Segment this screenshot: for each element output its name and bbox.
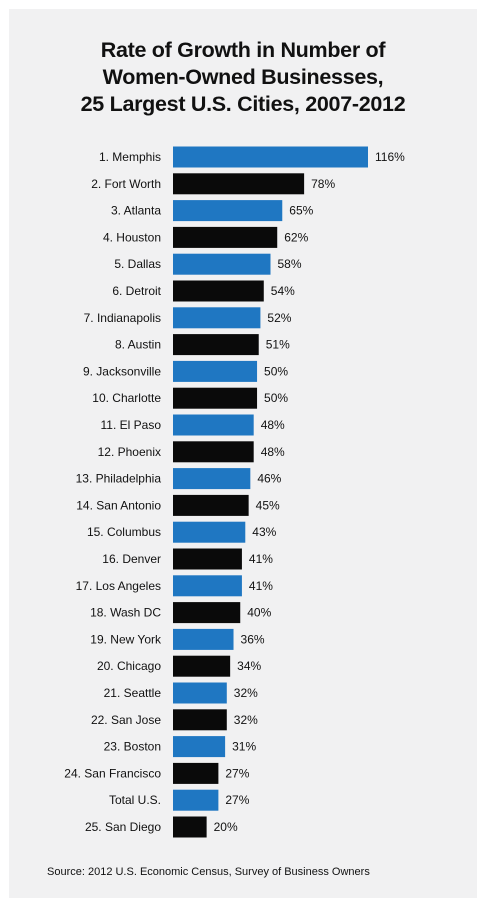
bar (173, 146, 368, 168)
category-label: 6. Detroit (112, 284, 161, 298)
bar (173, 816, 207, 838)
value-label: 41% (249, 552, 273, 566)
category-label: 7. Indianapolis (84, 311, 161, 325)
category-label: 15. Columbus (87, 525, 161, 539)
bar (173, 521, 246, 543)
category-label: 21. Seattle (104, 686, 162, 700)
category-label: 25. San Diego (85, 820, 161, 834)
chart-panel: Rate of Growth in Number of Women-Owned … (9, 9, 477, 898)
category-label: 8. Austin (115, 338, 161, 352)
value-label: 20% (214, 820, 238, 834)
value-label: 50% (264, 364, 288, 378)
bar (173, 253, 271, 275)
bar (173, 628, 234, 650)
bar (173, 762, 219, 784)
category-label: 23. Boston (104, 740, 161, 754)
value-label: 54% (271, 284, 295, 298)
category-label: 13. Philadelphia (76, 472, 162, 486)
category-label: 20. Chicago (97, 659, 161, 673)
bar (173, 575, 242, 597)
value-label: 40% (247, 606, 271, 620)
bar (173, 200, 283, 222)
bars-group: 1. Memphis 116% 2. Fort Worth 78% 3. Atlanta… (64, 146, 405, 838)
value-label: 51% (266, 338, 290, 352)
category-label: Total U.S. (109, 793, 161, 807)
value-label: 48% (261, 445, 285, 459)
value-label: 46% (257, 472, 281, 486)
category-label: 19. New York (90, 632, 162, 646)
bar (173, 602, 241, 624)
bar (173, 387, 258, 409)
value-label: 34% (237, 659, 261, 673)
category-label: 2. Fort Worth (91, 177, 161, 191)
value-label: 50% (264, 391, 288, 405)
value-label: 41% (249, 579, 273, 593)
value-label: 45% (256, 498, 280, 512)
value-label: 116% (375, 150, 405, 164)
bar (173, 173, 305, 195)
bar (173, 494, 249, 516)
value-label: 32% (234, 686, 258, 700)
chart-title-line-1: Rate of Growth in Number of (100, 38, 386, 62)
value-label: 65% (289, 204, 313, 218)
category-label: 10. Charlotte (92, 391, 161, 405)
category-label: 24. San Francisco (64, 766, 161, 780)
value-label: 52% (267, 311, 291, 325)
value-label: 36% (241, 632, 265, 646)
value-label: 27% (225, 766, 249, 780)
bar (173, 360, 258, 382)
bar (173, 709, 227, 731)
chart-title-line-3: 25 Largest U.S. Cities, 2007-2012 (80, 92, 406, 116)
bar (173, 736, 226, 758)
bar (173, 655, 231, 677)
value-label: 27% (225, 793, 249, 807)
bar (173, 468, 251, 490)
bar (173, 280, 264, 302)
bar (173, 307, 261, 329)
bar (173, 441, 254, 463)
chart-title: Rate of Growth in Number of Women-Owned … (9, 37, 477, 118)
category-label: 17. Los Angeles (76, 579, 161, 593)
chart-title-line-2: Women-Owned Businesses, (102, 65, 384, 89)
value-label: 31% (232, 740, 256, 754)
category-label: 9. Jacksonville (83, 364, 161, 378)
bar (173, 682, 227, 704)
value-label: 48% (261, 418, 285, 432)
category-label: 18. Wash DC (90, 606, 161, 620)
source-note: Source: 2012 U.S. Economic Census, Surve… (47, 866, 370, 878)
bar (173, 334, 259, 356)
category-label: 16. Denver (102, 552, 161, 566)
bar-chart: 1. Memphis 116% 2. Fort Worth 78% 3. Atlanta… (64, 146, 405, 838)
value-label: 43% (252, 525, 276, 539)
value-label: 32% (234, 713, 258, 727)
category-label: 22. San Jose (91, 713, 161, 727)
bar (173, 789, 219, 811)
category-label: 4. Houston (103, 230, 161, 244)
value-label: 78% (311, 177, 335, 191)
bar (173, 548, 242, 570)
value-label: 62% (284, 230, 308, 244)
category-label: 5. Dallas (114, 257, 161, 271)
bar (173, 226, 278, 248)
bar (173, 414, 254, 436)
category-label: 1. Memphis (99, 150, 161, 164)
category-label: 14. San Antonio (76, 498, 161, 512)
category-label: 11. El Paso (101, 418, 162, 432)
value-label: 58% (278, 257, 302, 271)
category-label: 12. Phoenix (98, 445, 161, 459)
category-label: 3. Atlanta (111, 204, 161, 218)
